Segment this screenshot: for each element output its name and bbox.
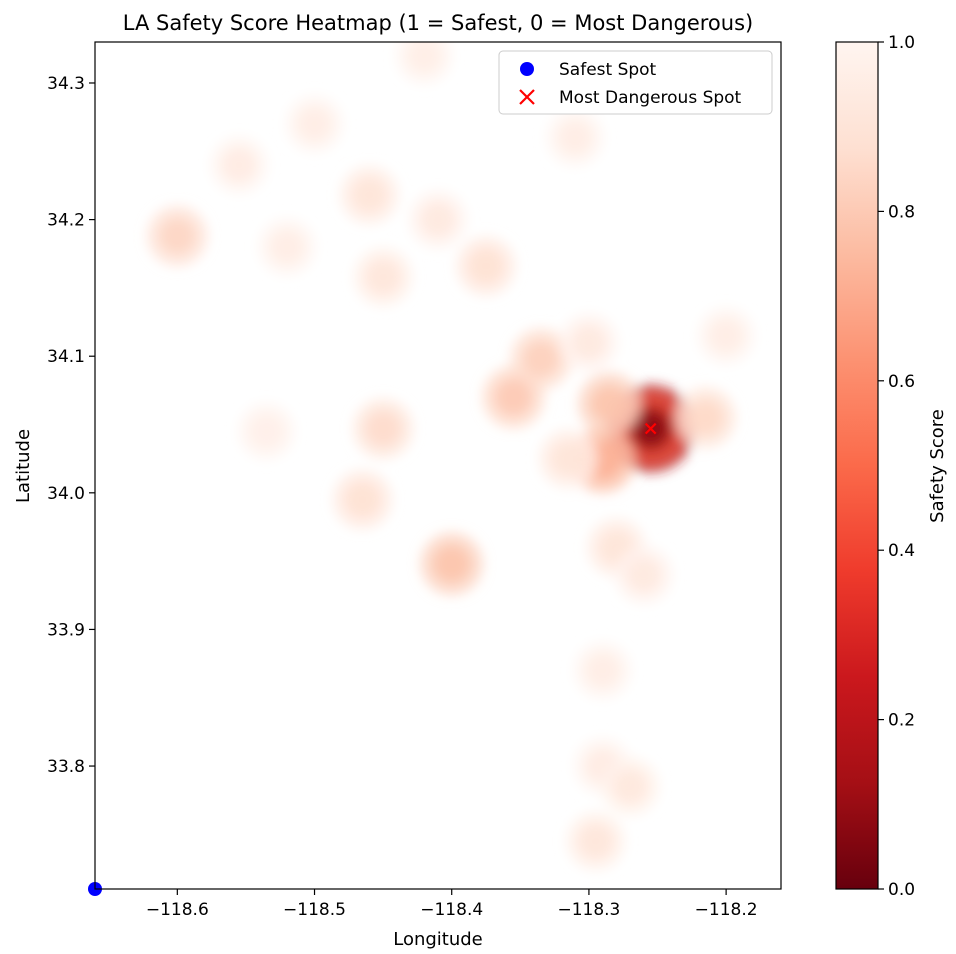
- legend-dangerous-label: Most Dangerous Spot: [559, 88, 742, 108]
- y-axis-ticks: 33.8 33.9 34.0 34.1 34.2 34.3: [47, 74, 95, 777]
- heat-cell-8: [697, 307, 755, 365]
- heat-cell-12: [147, 205, 208, 267]
- point-most-dangerous-spot: [644, 422, 657, 435]
- colorbar-label: Safety Score: [927, 409, 948, 523]
- colorbar-tick-label: 0.8: [888, 202, 915, 222]
- heat-cell-5: [482, 366, 545, 429]
- heat-cell-1: [578, 372, 641, 436]
- heat-cell-20: [396, 42, 453, 84]
- y-tick-label: 34.2: [47, 211, 85, 231]
- heat-cell-13: [340, 165, 399, 225]
- y-tick-label: 34.0: [47, 484, 85, 504]
- colorbar-tick-label: 0.0: [888, 880, 915, 900]
- heat-cell-9: [353, 398, 414, 459]
- x-tick-label: −118.3: [557, 900, 620, 920]
- x-tick-label: −118.5: [283, 900, 346, 920]
- heat-cell-23: [615, 546, 673, 604]
- chart-title: LA Safety Score Heatmap (1 = Safest, 0 =…: [123, 11, 753, 35]
- x-tick-label: −118.2: [695, 900, 758, 920]
- colorbar-tick-label: 0.6: [888, 372, 915, 392]
- colorbar-tick-label: 0.2: [888, 711, 915, 731]
- heat-cell-16: [409, 190, 467, 249]
- heat-cell-11: [420, 532, 484, 596]
- x-tick-label: −118.4: [420, 900, 483, 920]
- heat-cell-24: [574, 642, 632, 699]
- x-tick-label: −118.6: [146, 900, 209, 920]
- colorbar-gradient: [836, 42, 878, 889]
- colorbar-frame: [835, 41, 879, 890]
- y-axis-label: Latitude: [13, 429, 34, 503]
- heat-cell-14: [354, 247, 413, 307]
- heat-cell-21: [546, 109, 604, 167]
- heat-cell-26: [601, 757, 659, 816]
- heat-cell-19: [286, 95, 343, 153]
- heat-cell-10: [332, 470, 393, 530]
- y-tick-label: 33.9: [47, 620, 85, 640]
- heat-cell-6: [539, 429, 598, 488]
- legend-box: [498, 50, 773, 115]
- x-axis-label: Longitude: [393, 929, 483, 950]
- heat-layer: [147, 42, 755, 871]
- heat-cell-28: [238, 403, 295, 460]
- heat-cell-7: [560, 313, 618, 372]
- heat-cell-3: [675, 387, 736, 448]
- x-axis-ticks: −118.6 −118.5 −118.4 −118.3 −118.2: [146, 889, 758, 920]
- heat-cell-17: [210, 136, 268, 194]
- y-tick-label: 33.8: [47, 757, 85, 777]
- heat-cell-18: [258, 218, 316, 276]
- legend-safest-marker: [520, 62, 534, 76]
- legend-safest-label: Safest Spot: [559, 60, 657, 80]
- plot-frame: [94, 41, 782, 890]
- plot-background: [95, 42, 781, 889]
- y-tick-label: 34.3: [47, 74, 85, 94]
- colorbar-tick-label: 1.0: [888, 33, 915, 53]
- colorbar-tick-label: 0.4: [888, 541, 915, 561]
- heat-cell-15: [456, 236, 516, 296]
- heat-cell-27: [566, 812, 625, 871]
- y-tick-label: 34.1: [47, 347, 85, 367]
- colorbar-ticks: 0.0 0.2 0.4 0.6 0.8 1.0: [878, 33, 915, 900]
- legend: Safest Spot Most Dangerous Spot: [498, 50, 773, 115]
- legend-dangerous-marker: [519, 89, 535, 105]
